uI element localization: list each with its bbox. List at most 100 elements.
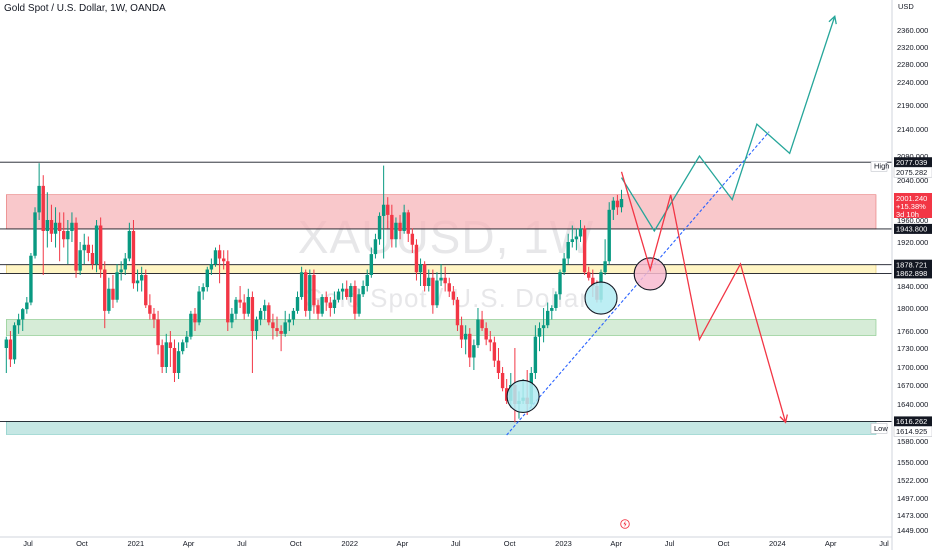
y-tick-label: 1800.000 — [897, 304, 928, 313]
candle-body — [558, 272, 562, 295]
candle-body — [435, 280, 439, 306]
candle-body — [279, 331, 283, 334]
candle-body — [90, 253, 95, 264]
candle-body — [205, 269, 209, 288]
candle-body — [422, 264, 427, 286]
candle-body — [180, 342, 185, 352]
x-tick-label: 2021 — [127, 539, 144, 548]
candle-body — [578, 228, 583, 237]
candle-body — [361, 286, 365, 295]
candle-body — [459, 325, 464, 340]
line-label-box — [870, 160, 888, 172]
candle-body — [574, 236, 579, 240]
candle-body — [427, 277, 431, 286]
y-tick-label: 2240.000 — [897, 78, 928, 87]
candle-body — [554, 294, 558, 308]
candle-body — [156, 319, 160, 346]
candle-body — [164, 342, 168, 367]
x-tick-label: Oct — [504, 539, 517, 548]
candle-body — [139, 275, 144, 281]
y-tick-label: 2040.000 — [897, 176, 928, 185]
y-tick-label: 2140.000 — [897, 125, 928, 134]
candle-body — [390, 214, 394, 240]
extreme-price-tag-bg — [893, 426, 932, 437]
zone-support — [6, 319, 877, 336]
y-tick-label: 1840.000 — [897, 282, 928, 291]
highlight-circle — [633, 257, 667, 291]
line-price-tag: 1943.800 — [896, 225, 927, 234]
candle-body — [582, 228, 587, 273]
candle-body — [287, 319, 292, 323]
candle-body — [267, 305, 271, 323]
candle-body — [176, 351, 181, 373]
candle-body — [148, 305, 152, 314]
y-tick-label: 1550.000 — [897, 458, 928, 467]
candle-body — [320, 297, 324, 314]
line-label-text: High — [874, 162, 889, 171]
highlight-circle — [506, 379, 540, 413]
candle-body — [484, 328, 488, 340]
candle-body — [353, 286, 357, 314]
candle-body — [131, 231, 136, 284]
candle-body — [263, 305, 267, 311]
line-label-text: Low — [874, 424, 888, 433]
candle-body — [103, 269, 107, 311]
candle-body — [230, 313, 234, 323]
candle-body — [226, 261, 230, 323]
candle-body — [275, 328, 279, 331]
candle-body — [209, 264, 214, 270]
candle-body — [66, 231, 70, 240]
candle-body — [480, 319, 484, 329]
candle-body — [238, 299, 242, 303]
line-price-tag: 1862.898 — [896, 269, 927, 278]
candle-body — [611, 200, 616, 210]
y-tick-label: 2190.000 — [897, 101, 928, 110]
line-price-tag-bg — [894, 223, 932, 234]
candle-body — [587, 272, 591, 278]
candle-body — [603, 261, 607, 273]
y-tick-label: 2090.000 — [897, 152, 928, 161]
candle-body — [545, 310, 550, 326]
current-price-value: 2001.240 — [896, 194, 927, 203]
extreme-price-tag-bg — [893, 166, 932, 178]
candle-body — [312, 275, 316, 306]
candle-body — [468, 333, 472, 358]
line-price-tag: 2077.039 — [896, 158, 927, 167]
candle-body — [98, 225, 103, 270]
candle-body — [304, 272, 308, 311]
candle-body — [394, 222, 398, 240]
candle-body — [111, 288, 115, 300]
x-tick-label: Apr — [397, 539, 409, 548]
candle-body — [607, 209, 611, 262]
y-tick-label: 1449.000 — [897, 526, 928, 535]
lightning-icon[interactable] — [620, 519, 630, 529]
x-tick-label: Jul — [665, 539, 675, 548]
candle-body — [488, 339, 492, 343]
candle-body — [271, 322, 275, 329]
x-tick-label: 2024 — [769, 539, 786, 548]
x-tick-label: Jul — [879, 539, 889, 548]
candle-body — [291, 310, 296, 320]
x-tick-label: 2023 — [555, 539, 572, 548]
candle-body — [373, 239, 378, 255]
candle-body — [217, 250, 222, 259]
x-tick-label: Oct — [76, 539, 89, 548]
line-price-tag: 1878.721 — [896, 261, 927, 270]
candle-body — [336, 291, 341, 300]
line-price-tag-bg — [894, 268, 932, 279]
candle-body — [386, 204, 390, 215]
candle-body — [41, 185, 45, 231]
candle-body — [29, 255, 33, 303]
candle-body — [541, 325, 546, 329]
candle-body — [250, 297, 255, 331]
candle-body — [418, 264, 423, 273]
candle-body — [86, 244, 91, 253]
y-tick-label: 1497.000 — [897, 494, 928, 503]
candle-body — [4, 339, 9, 348]
extreme-price-tag: 2075.282 — [896, 168, 927, 177]
x-tick-label: Apr — [183, 539, 195, 548]
candle-body — [201, 287, 205, 292]
